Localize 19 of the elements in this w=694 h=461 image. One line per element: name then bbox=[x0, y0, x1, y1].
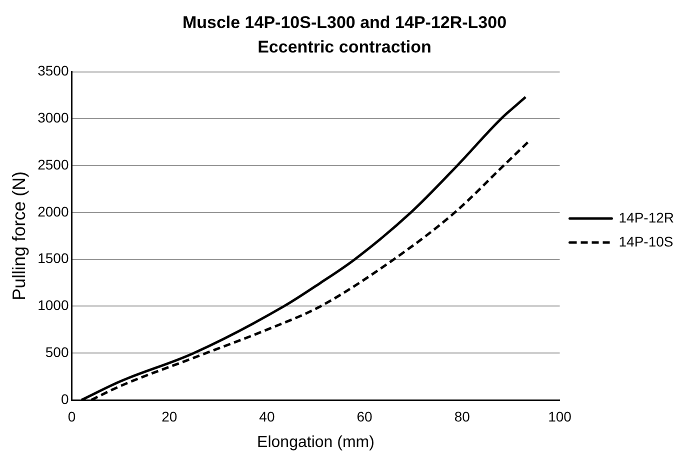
x-axis-title: Elongation (mm) bbox=[257, 434, 374, 451]
y-tick-label: 0 bbox=[60, 390, 69, 407]
chart-title: Muscle 14P-10S-L300 and 14P-12R-L300 bbox=[182, 12, 507, 32]
x-tick-label: 80 bbox=[454, 408, 470, 424]
x-tick-label: 20 bbox=[162, 408, 178, 424]
x-tick-label: 60 bbox=[356, 408, 373, 424]
legend-label: 14P-10S bbox=[618, 233, 674, 250]
y-tick-label: 3000 bbox=[38, 110, 69, 126]
y-tick-label: 1500 bbox=[38, 250, 69, 266]
y-tick-label: 2500 bbox=[38, 156, 69, 172]
chart-subtitle: Eccentric contraction bbox=[258, 37, 432, 56]
y-tick-label: 3500 bbox=[38, 62, 69, 79]
y-tick-label: 2000 bbox=[38, 203, 69, 220]
y-tick-label: 500 bbox=[45, 344, 69, 360]
x-tick-label: 100 bbox=[548, 408, 572, 424]
legend-label: 14P-12R bbox=[618, 209, 674, 226]
x-tick-label: 40 bbox=[259, 408, 275, 424]
y-axis-title: Pulling force (N) bbox=[8, 171, 29, 300]
y-tick-label: 1000 bbox=[38, 297, 69, 314]
